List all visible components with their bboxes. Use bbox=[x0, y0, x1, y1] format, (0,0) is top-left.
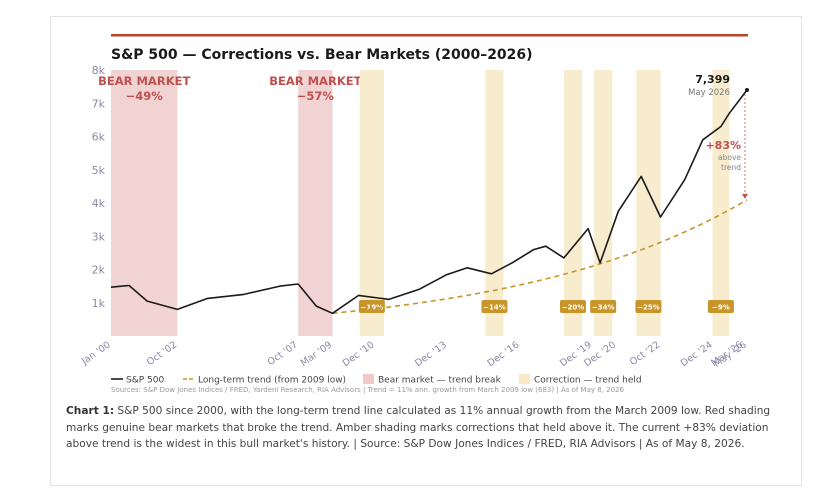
correction-badge-label: −14% bbox=[483, 304, 506, 312]
title-accent-bar bbox=[111, 34, 748, 37]
x-tick-label: Mar '09 bbox=[299, 339, 335, 368]
deviation-pct-label: +83% bbox=[705, 139, 741, 152]
x-tick-label: Dec '16 bbox=[486, 339, 522, 369]
legend-label: Bear market — trend break bbox=[378, 376, 502, 386]
correction-badge bbox=[358, 300, 385, 313]
y-tick-label: 7k bbox=[92, 97, 106, 110]
sources-note: Sources: S&P Dow Jones Indices / FRED, Y… bbox=[111, 386, 625, 394]
chart: S&P 500 — Corrections vs. Bear Markets (… bbox=[79, 34, 749, 394]
correction-badge-label: −25% bbox=[637, 304, 660, 312]
caption-label: Chart 1: bbox=[66, 405, 115, 417]
correction-badge bbox=[707, 300, 734, 313]
legend-label: Correction — trend held bbox=[534, 376, 642, 386]
correction-band bbox=[563, 70, 583, 336]
y-tick-label: 3k bbox=[92, 230, 106, 243]
sp500-last-point bbox=[745, 87, 749, 92]
x-tick-label: Dec '24 bbox=[679, 339, 715, 369]
x-tick-label: Oct '07 bbox=[266, 339, 300, 368]
y-tick-label: 8k bbox=[92, 64, 106, 77]
deviation-text-trend: trend bbox=[721, 163, 741, 172]
correction-badge-label: −19% bbox=[361, 304, 384, 312]
deviation-arrowhead bbox=[742, 193, 748, 199]
bear-market-label: BEAR MARKET bbox=[269, 74, 361, 88]
bear-market-pct: −57% bbox=[297, 89, 335, 103]
legend-label: Long-term trend (from 2009 low) bbox=[198, 376, 346, 386]
x-tick-label: Oct '22 bbox=[628, 339, 662, 368]
x-tick-label: Oct '02 bbox=[145, 339, 179, 368]
legend-swatch-box bbox=[363, 374, 374, 384]
bear-market-band bbox=[298, 70, 333, 336]
correction-badge-label: −9% bbox=[712, 304, 730, 312]
correction-badge bbox=[559, 300, 586, 313]
correction-badge bbox=[635, 300, 662, 313]
correction-band bbox=[712, 70, 730, 336]
correction-band bbox=[594, 70, 613, 336]
correction-badge bbox=[590, 300, 617, 313]
y-tick-label: 5k bbox=[92, 164, 106, 177]
bear-market-pct: −49% bbox=[126, 89, 164, 103]
y-tick-label: 2k bbox=[92, 264, 106, 277]
bear-market-band bbox=[111, 70, 178, 336]
deviation-text-above: above bbox=[718, 153, 741, 162]
chart-title: S&P 500 — Corrections vs. Bear Markets (… bbox=[111, 47, 533, 63]
correction-band bbox=[636, 70, 661, 336]
y-tick-label: 6k bbox=[92, 131, 106, 144]
correction-band bbox=[485, 70, 504, 336]
correction-badge bbox=[481, 300, 508, 313]
correction-badge-label: −20% bbox=[562, 304, 585, 312]
x-tick-label: Dec '13 bbox=[413, 339, 449, 369]
last-value-label: 7,399 bbox=[695, 73, 730, 86]
sp500-line bbox=[110, 89, 748, 315]
bear-market-label: BEAR MARKET bbox=[98, 74, 190, 88]
y-tick-label: 1k bbox=[92, 297, 106, 310]
last-date-label: May 2026 bbox=[688, 88, 730, 98]
x-tick-label: Dec '10 bbox=[341, 339, 377, 369]
correction-band bbox=[359, 70, 384, 336]
legend-label: S&P 500 bbox=[126, 376, 164, 386]
trend-line bbox=[332, 199, 748, 315]
legend-swatch-box bbox=[519, 374, 530, 384]
caption-text: S&P 500 since 2000, with the long-term t… bbox=[66, 405, 771, 450]
correction-badge-label: −34% bbox=[592, 304, 615, 312]
y-tick-label: 4k bbox=[92, 197, 106, 210]
x-tick-label: Jan '00 bbox=[79, 339, 113, 367]
chart-caption: Chart 1: S&P 500 since 2000, with the lo… bbox=[66, 403, 790, 453]
